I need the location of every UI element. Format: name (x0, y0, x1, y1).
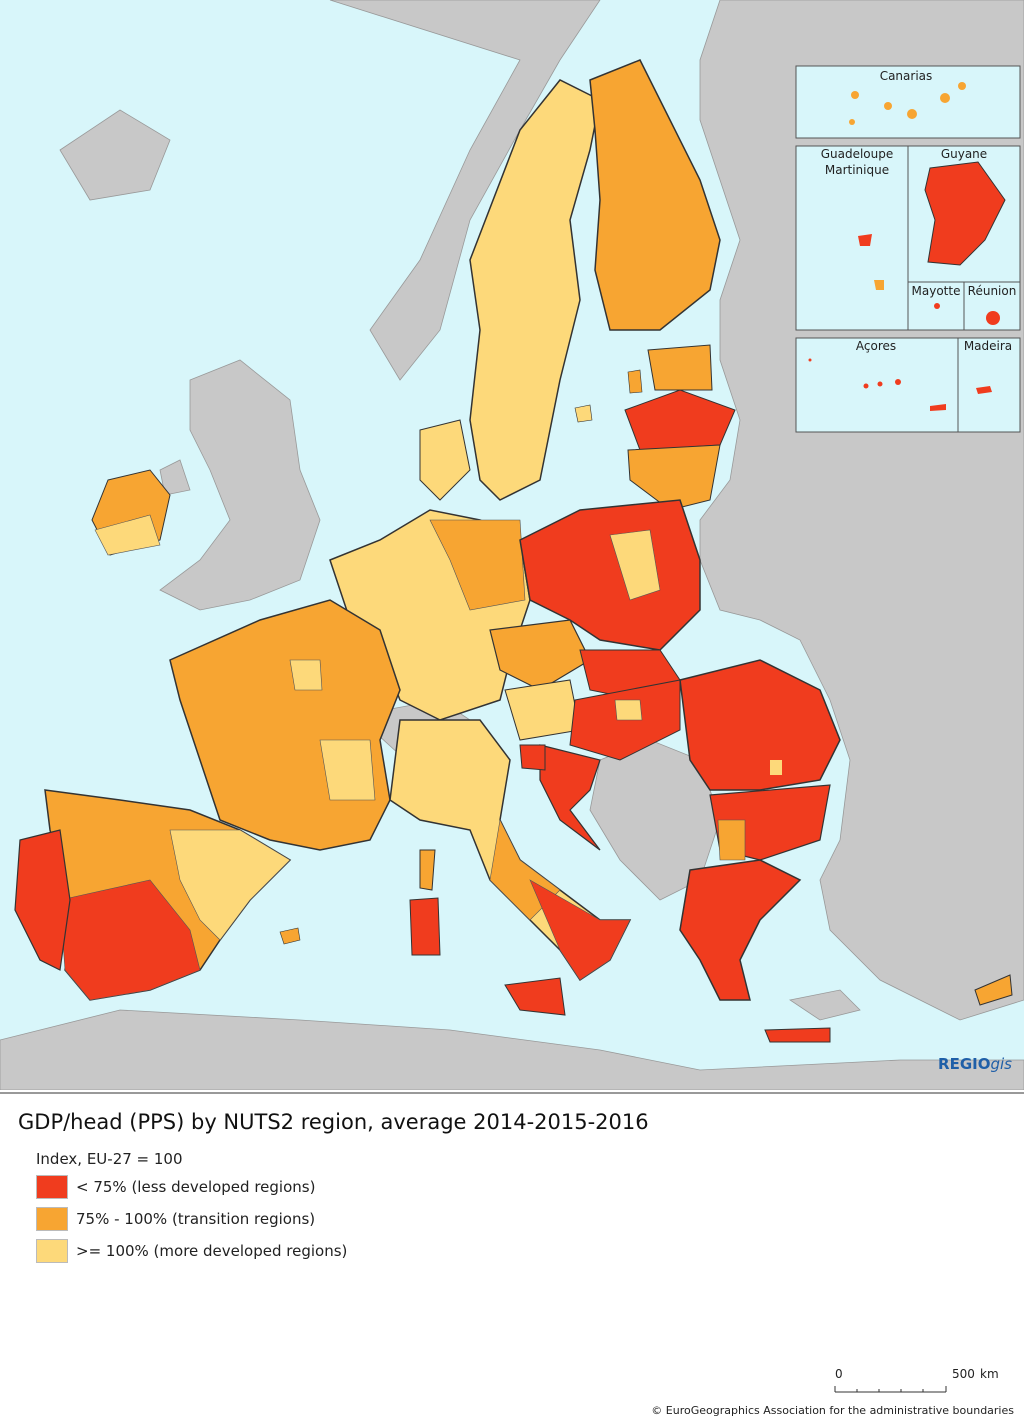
inset-guadeloupe-martinique: Guadeloupe Martinique (795, 145, 909, 331)
index-note: Index, EU-27 = 100 (36, 1150, 183, 1168)
inset-label-guadeloupe: Guadeloupe (821, 147, 894, 161)
scale-unit: km (980, 1367, 999, 1381)
region-denmark (419, 419, 471, 501)
legend-panel: GDP/head (PPS) by NUTS2 region, average … (0, 1092, 1024, 1428)
legend-label-transition: 75% - 100% (transition regions) (76, 1210, 316, 1228)
region-latvia (624, 389, 736, 451)
inset-label-canarias: Canarias (880, 69, 933, 83)
inset-canarias: Canarias (795, 65, 1021, 139)
region-czechia (489, 619, 591, 691)
region-slovenia (519, 744, 546, 771)
inset-reunion: Réunion (963, 281, 1021, 331)
inset-acores: Açores (795, 337, 959, 433)
scale-max: 500 (952, 1367, 975, 1381)
scale-bar: 0 500 km (834, 1367, 999, 1393)
inset-label-mayotte: Mayotte (912, 284, 961, 298)
map-canvas: Canarias Guadeloupe Martinique Guyane Ma… (0, 0, 1024, 1090)
europe-map: Canarias Guadeloupe Martinique Guyane Ma… (0, 0, 1024, 1090)
inset-label-acores: Açores (856, 339, 896, 353)
region-lithuania (627, 444, 721, 511)
legend-label-less-developed: < 75% (less developed regions) (76, 1178, 316, 1196)
region-aland (627, 369, 643, 394)
region-cyprus (974, 974, 1013, 1006)
region-sicily (504, 977, 566, 1016)
inset-guyane: Guyane (907, 145, 1021, 283)
region-romania (679, 659, 841, 791)
region-poland (519, 499, 701, 651)
swatch-less-developed (36, 1175, 68, 1199)
inset-label-reunion: Réunion (968, 284, 1017, 298)
inset-mayotte: Mayotte (907, 281, 965, 331)
region-croatia (539, 744, 601, 851)
region-finland (589, 59, 721, 331)
region-corsica (419, 849, 436, 891)
region-portugal (14, 829, 71, 971)
region-estonia (647, 344, 713, 391)
region-baleares (279, 927, 301, 945)
region-gotland (574, 404, 593, 423)
region-greece (679, 859, 802, 1001)
legend-label-more-developed: >= 100% (more developed regions) (76, 1242, 348, 1260)
map-title: GDP/head (PPS) by NUTS2 region, average … (18, 1110, 649, 1134)
inset-label-guyane: Guyane (941, 147, 987, 161)
swatch-transition (36, 1207, 68, 1231)
swatch-more-developed (36, 1239, 68, 1263)
region-sardinia (409, 897, 441, 956)
inset-madeira: Madeira (957, 337, 1021, 433)
legend-item-transition: 75% - 100% (transition regions) (36, 1206, 315, 1232)
regiogis-logo: REGIOgis (938, 1055, 1012, 1073)
inset-label-martinique: Martinique (825, 163, 889, 177)
legend-item-more-developed: >= 100% (more developed regions) (36, 1238, 347, 1264)
legend-item-less-developed: < 75% (less developed regions) (36, 1174, 315, 1200)
copyright: © EuroGeographics Association for the ad… (651, 1404, 1014, 1417)
region-crete (764, 1027, 831, 1043)
scale-zero: 0 (835, 1367, 843, 1381)
inset-label-madeira: Madeira (964, 339, 1012, 353)
